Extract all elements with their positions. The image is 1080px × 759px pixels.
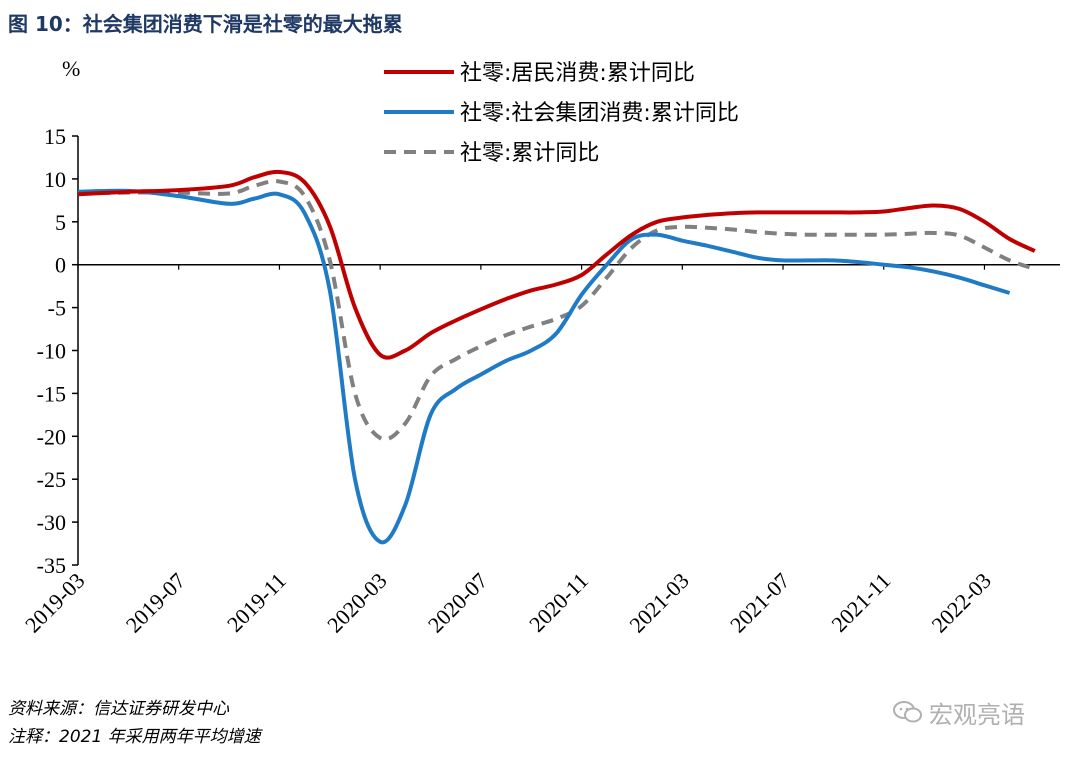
series-line-1 (77, 169, 1036, 360)
chat-bubbles-icon (893, 700, 922, 722)
x-tick-label: 2022-03 (926, 568, 996, 638)
x-tick-label: 2019-07 (121, 568, 191, 638)
series-line-2 (77, 188, 1011, 545)
x-tick-label: 2020-03 (322, 568, 392, 638)
x-tick-label: 2021-03 (624, 568, 694, 638)
y-axis-unit: % (62, 56, 80, 81)
legend-label-2: 社零:社会集团消费:累计同比 (460, 101, 739, 126)
x-tick-label: 2021-07 (725, 568, 795, 638)
watermark-text: 宏观亮语 (929, 701, 1025, 729)
series-line-3 (77, 179, 1036, 442)
x-tick-label: 2021-11 (826, 568, 895, 637)
footnote: 注释：2021 年采用两年平均增速 (8, 727, 261, 747)
watermark: 宏观亮语 (893, 695, 1025, 730)
line-chart: 15 10 5 0 -5 -10 -15 -20 -25 -30 -35% 2019-03 2019-0… (20, 56, 1060, 638)
source-note: 资料来源：信达证券研发中心 (8, 699, 229, 719)
y-tick-label: -15 (37, 381, 66, 406)
y-tick-label: -30 (37, 510, 66, 535)
y-tick-label: -20 (37, 424, 66, 449)
legend-label-1: 社零:居民消费:累计同比 (460, 61, 695, 86)
x-tick-label: 2020-11 (524, 568, 593, 637)
y-tick-label: -5 (48, 296, 66, 321)
y-tick-label: 5 (55, 210, 66, 235)
y-tick-label: -10 (37, 339, 66, 364)
chart-title: 图 10：社会集团消费下滑是社零的最大拖累 (8, 12, 403, 36)
x-tick-label: 2019-11 (222, 568, 291, 637)
y-tick-label: -25 (37, 467, 66, 492)
x-tick-label: 2020-07 (423, 568, 493, 638)
legend-label-3: 社零:累计同比 (460, 141, 599, 166)
y-tick-label: 0 (55, 253, 66, 278)
y-tick-label: 15 (44, 124, 66, 149)
x-tick-label: 2019-03 (20, 568, 90, 638)
y-tick-label: -35 (37, 553, 66, 578)
y-tick-label: 10 (44, 167, 66, 192)
